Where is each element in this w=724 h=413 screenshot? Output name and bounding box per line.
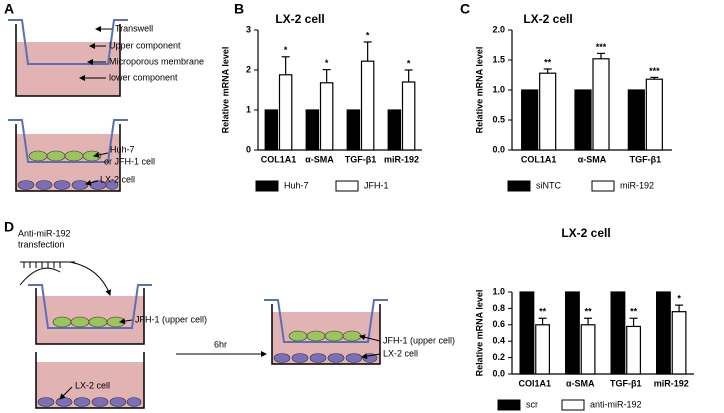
- chart-title: LX-2 cell: [561, 226, 610, 240]
- legend-swatch: [497, 399, 521, 411]
- y-tick-label: 0.6: [492, 319, 505, 329]
- x-tick-label: miR-192: [384, 154, 419, 164]
- diagram-label: Transwell: [115, 23, 153, 33]
- diagram-label: Anti-miR-192: [18, 228, 71, 238]
- legend-swatch: [507, 180, 531, 192]
- diagram-label: lower component: [109, 72, 178, 82]
- bar: [360, 60, 375, 151]
- y-tick-label: 0.2: [492, 352, 505, 362]
- bar: [387, 109, 402, 151]
- significance: ***: [596, 42, 607, 52]
- y-tick-label: 2.0: [492, 24, 505, 34]
- bar: [346, 109, 361, 151]
- bar: [521, 89, 539, 151]
- bar: [574, 89, 592, 151]
- significance: *: [284, 45, 288, 55]
- x-tick-label: COL1A1: [261, 154, 297, 164]
- bar: [539, 72, 557, 151]
- legend-swatch: [335, 180, 359, 192]
- chart-title: LX-2 cell: [523, 12, 572, 26]
- bar: [655, 291, 671, 375]
- legend-swatch: [591, 180, 615, 192]
- y-tick-label: 0.4: [492, 336, 505, 346]
- bar: [264, 109, 279, 151]
- bar: [610, 291, 626, 375]
- chart-title: LX-2 cell: [275, 12, 324, 26]
- y-tick-label: 3: [246, 24, 251, 34]
- legend-label: anti-miR-192: [590, 399, 642, 409]
- y-tick-label: 0.5: [492, 114, 505, 124]
- x-tick-label: COL1A1: [521, 154, 557, 164]
- y-tick-label: 0.8: [492, 303, 505, 313]
- bar: [519, 291, 535, 375]
- legend-label: miR-192: [620, 180, 654, 190]
- bar: [305, 109, 320, 151]
- legend-label: siNTC: [536, 180, 561, 190]
- x-tick-label: α-SMA: [566, 378, 595, 388]
- x-tick-label: TGF-β1: [610, 378, 642, 388]
- legend-label: Huh-7: [284, 180, 309, 190]
- y-tick-label: 0.0: [492, 144, 505, 154]
- legend-swatch: [561, 399, 585, 411]
- y-tick-label: 2: [246, 64, 251, 74]
- bar: [627, 89, 645, 151]
- diagram-label: or JFH-1 cell: [104, 156, 155, 166]
- y-axis-label: Relative mRNA level: [474, 290, 484, 377]
- transwell-diagram: [8, 19, 128, 97]
- significance: **: [630, 307, 638, 317]
- x-tick-label: α-SMA: [305, 154, 334, 164]
- y-tick-label: 0: [246, 144, 251, 154]
- bar: [626, 325, 641, 375]
- y-tick-label: 1.0: [492, 84, 505, 94]
- transfection-diagram: [19, 261, 388, 409]
- diagram-label: Microporous membrane: [109, 56, 204, 66]
- panel-label: D: [4, 219, 14, 235]
- y-tick-label: 1: [246, 104, 251, 114]
- bar: [580, 324, 596, 375]
- legend-label: scr: [526, 399, 538, 409]
- significance: **: [539, 307, 547, 317]
- diagram-label: LX-2 cell: [383, 348, 418, 358]
- bar: [671, 311, 687, 375]
- y-tick-label: 0.0: [492, 368, 505, 378]
- significance: *: [325, 58, 329, 68]
- bar: [319, 82, 334, 151]
- bar: [564, 291, 580, 375]
- y-axis-label: Relative mRNA level: [474, 47, 484, 134]
- panel-label: C: [460, 1, 470, 17]
- significance: *: [366, 30, 370, 40]
- significance: *: [677, 293, 681, 303]
- diagram-label: Huh-7: [110, 144, 135, 154]
- panel-label: B: [234, 1, 244, 17]
- y-tick-label: 1.0: [492, 286, 505, 296]
- y-tick-label: 1.5: [492, 54, 505, 64]
- bar: [645, 78, 663, 151]
- legend-label: JFH-1: [364, 180, 389, 190]
- y-axis-label: Relative mRNA level: [220, 47, 230, 134]
- significance: *: [407, 58, 411, 68]
- coculture-diagram: [8, 119, 128, 192]
- diagram-label: LX-2 cell: [100, 174, 135, 184]
- diagram-label: JFH-1 (upper cell): [135, 314, 207, 324]
- significance: **: [585, 307, 593, 317]
- significance: ***: [649, 66, 660, 76]
- bar: [592, 58, 610, 151]
- x-tick-label: miR-192: [654, 378, 689, 388]
- diagram-label: Upper component: [109, 40, 181, 50]
- legend-swatch: [255, 180, 279, 192]
- bar: [401, 81, 416, 151]
- diagram-label: LX-2 cell: [75, 380, 110, 390]
- diagram-label: 6hr: [214, 339, 227, 349]
- diagram-label: JFH-1 (upper cell): [383, 335, 455, 345]
- x-tick-label: TGF-β1: [630, 154, 662, 164]
- x-tick-label: α-SMA: [578, 154, 607, 164]
- bar: [278, 74, 293, 151]
- bar: [535, 324, 550, 375]
- significance: **: [544, 57, 552, 67]
- panel-label: A: [4, 1, 14, 17]
- x-tick-label: TGF-β1: [345, 154, 377, 164]
- x-tick-label: COl1A1: [518, 378, 551, 388]
- diagram-label: transfection: [18, 239, 65, 249]
